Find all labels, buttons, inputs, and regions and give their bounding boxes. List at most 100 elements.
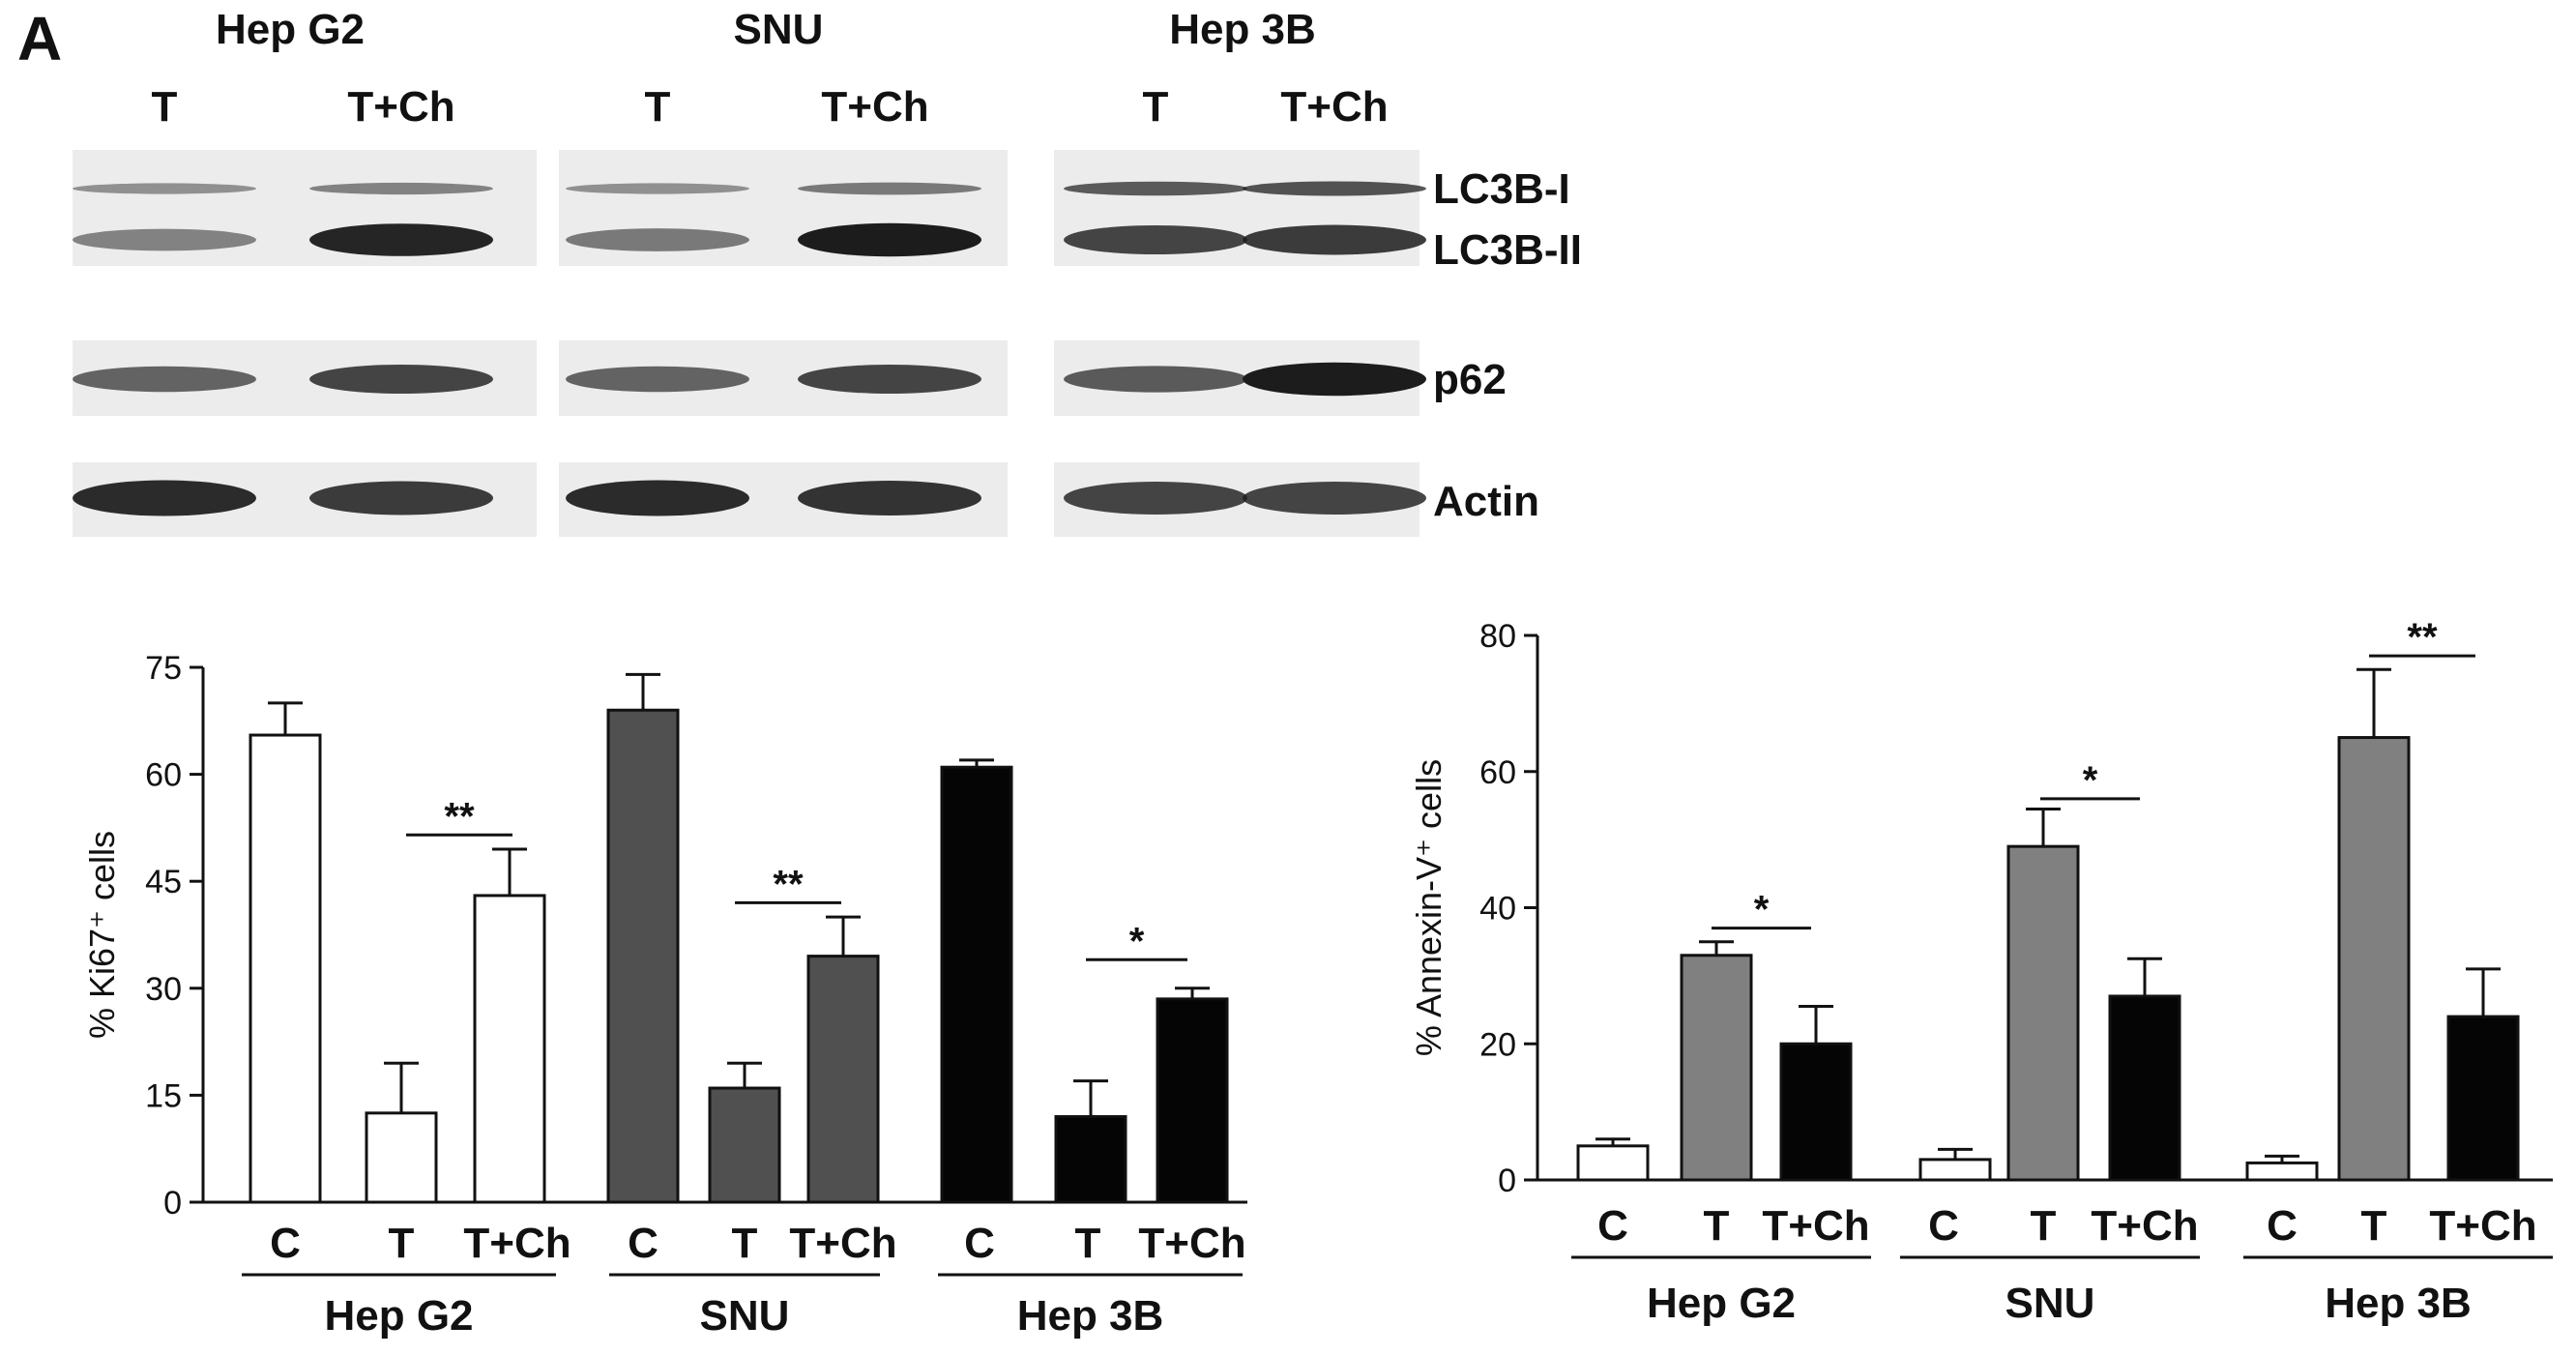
annexin-category-label-0-1: T [1704, 1202, 1730, 1250]
blot-lane-label-2-0: T [1143, 83, 1169, 131]
annexin-bar-0-1 [1682, 956, 1751, 1180]
blot-cellline-2: Hep 3B [1169, 6, 1316, 53]
band-lc3b-ii-2-0 [1064, 225, 1247, 254]
band-actin-2-1 [1243, 482, 1426, 515]
band-label-1: LC3B-II [1433, 226, 1582, 274]
annexin-group-label-2: Hep 3B [2325, 1280, 2472, 1327]
ki67-category-label-2-0: C [964, 1220, 995, 1267]
ki67-bar-1-2 [808, 957, 878, 1202]
annexin-ytick-label-0: 0 [1498, 1163, 1516, 1199]
ki67-bar-2-1 [1056, 1117, 1126, 1202]
annexin-ytick-label-4: 80 [1479, 618, 1516, 655]
band-actin-1-1 [798, 481, 981, 515]
annexin-category-label-2-2: T+Ch [2429, 1202, 2536, 1250]
blot-cellline-1: SNU [734, 6, 824, 53]
ki67-group-label-1: SNU [700, 1292, 790, 1340]
annexin-bar-0-2 [1781, 1044, 1851, 1180]
annexin-sig-label-1: * [2083, 759, 2098, 802]
ki67-category-label-0-1: T [389, 1220, 415, 1267]
ki67-ytick-label-3: 45 [145, 864, 182, 900]
ki67-group-label-2: Hep 3B [1017, 1292, 1164, 1340]
ki67-y-axis-label: % Ki67⁺ cells [82, 831, 122, 1039]
band-p62-0-1 [309, 365, 493, 394]
ki67-ytick-label-1: 15 [145, 1077, 182, 1114]
ki67-bar-0-1 [366, 1113, 436, 1202]
annexin-ytick-label-2: 40 [1479, 891, 1516, 928]
annexin-sig-label-2: ** [2407, 616, 2438, 659]
ki67-category-label-2-2: T+Ch [1138, 1220, 1245, 1267]
band-lc3b-ii-1-0 [566, 228, 749, 251]
panel-c-annexin-chart: 0 20 40 60 80 % Annexin-V⁺ cells C T T+Ch * Hep G2… [1409, 616, 2553, 1327]
blot-lane-label-0-0: T [152, 83, 178, 131]
ki67-sig-label-0: ** [444, 795, 475, 838]
panel-b-ki67-chart: 0 15 30 45 60 75 % Ki67⁺ cells C T T+Ch ** Hep G2 C T… [82, 650, 1247, 1340]
ki67-bar-1-0 [608, 710, 678, 1202]
blot-strips [73, 150, 1426, 537]
ki67-ytick-label-5: 75 [145, 650, 182, 687]
band-actin-2-0 [1064, 482, 1247, 515]
annexin-group-label-0: Hep G2 [1647, 1280, 1796, 1327]
annexin-y-axis-label: % Annexin-V⁺ cells [1409, 759, 1449, 1056]
blot-lane-label-0-1: T+Ch [347, 83, 454, 131]
annexin-bar-1-0 [1920, 1160, 1990, 1180]
ki67-sig-label-2: * [1129, 920, 1145, 962]
band-lc3b-i-1-0 [566, 183, 749, 193]
annexin-bar-1-2 [2110, 996, 2180, 1180]
ki67-sig-label-1: ** [773, 863, 804, 905]
ki67-category-label-1-1: T [732, 1220, 758, 1267]
ki67-bar-0-2 [475, 896, 544, 1202]
annexin-bar-2-0 [2247, 1163, 2317, 1180]
ki67-category-label-2-1: T [1075, 1220, 1101, 1267]
annexin-bar-2-2 [2448, 1016, 2518, 1180]
ki67-ytick-label-2: 30 [145, 971, 182, 1008]
ki67-category-label-1-2: T+Ch [789, 1220, 896, 1267]
annexin-ytick-label-3: 60 [1479, 754, 1516, 791]
band-p62-1-0 [566, 367, 749, 392]
band-actin-0-0 [73, 480, 256, 515]
annexin-category-label-1-2: T+Ch [2091, 1202, 2198, 1250]
blot-lane-label-1-1: T+Ch [821, 83, 928, 131]
blot-lane-label-1-0: T [645, 83, 671, 131]
ki67-category-label-0-0: C [270, 1220, 301, 1267]
annexin-category-label-2-0: C [2267, 1202, 2298, 1250]
band-lc3b-ii-0-0 [73, 229, 256, 251]
band-lc3b-ii-1-1 [798, 223, 981, 257]
annexin-bar-0-0 [1578, 1146, 1648, 1180]
ki67-category-label-0-2: T+Ch [463, 1220, 571, 1267]
annexin-group-label-1: SNU [2005, 1280, 2095, 1327]
band-lc3b-ii-2-1 [1243, 225, 1426, 255]
band-lc3b-i-1-1 [798, 183, 981, 195]
ki67-bar-2-0 [942, 767, 1011, 1202]
band-label-2: p62 [1433, 356, 1507, 403]
band-actin-1-0 [566, 480, 749, 515]
panel-a-letter: A [17, 4, 62, 74]
band-label-0: LC3B-I [1433, 165, 1570, 213]
blot-lane-label-2-1: T+Ch [1280, 83, 1388, 131]
band-p62-0-0 [73, 367, 256, 392]
ki67-group-label-0: Hep G2 [324, 1292, 473, 1340]
ki67-bar-1-1 [710, 1088, 779, 1202]
ki67-bar-2-2 [1157, 999, 1227, 1202]
blot-cellline-0: Hep G2 [216, 6, 365, 53]
annexin-category-label-1-0: C [1928, 1202, 1959, 1250]
ki67-ytick-label-0: 0 [163, 1185, 182, 1222]
band-lc3b-i-2-0 [1064, 182, 1247, 196]
band-label-3: Actin [1433, 478, 1539, 525]
annexin-ytick-label-1: 20 [1479, 1026, 1516, 1063]
annexin-sig-label-0: * [1754, 889, 1770, 931]
band-lc3b-ii-0-1 [309, 223, 493, 256]
annexin-category-label-0-0: C [1597, 1202, 1628, 1250]
band-labels: LC3B-I LC3B-II p62 Actin [1433, 165, 1582, 525]
ki67-ytick-label-4: 60 [145, 757, 182, 794]
annexin-category-label-0-2: T+Ch [1762, 1202, 1869, 1250]
band-lc3b-i-0-0 [73, 183, 256, 193]
ki67-category-label-1-0: C [628, 1220, 659, 1267]
band-p62-2-1 [1243, 363, 1426, 397]
band-actin-0-1 [309, 481, 493, 515]
band-lc3b-i-0-1 [309, 183, 493, 194]
ki67-bar-0-0 [250, 735, 320, 1202]
annexin-bar-2-1 [2339, 738, 2409, 1180]
